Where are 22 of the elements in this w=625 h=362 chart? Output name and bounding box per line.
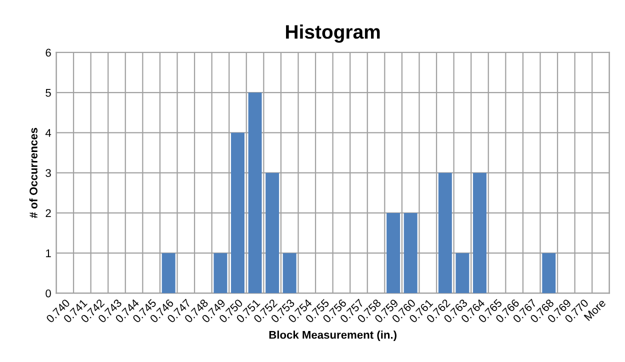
bar xyxy=(282,253,296,294)
bar xyxy=(456,253,470,294)
bar xyxy=(438,172,452,294)
chart-title: Histogram xyxy=(286,24,380,43)
y-axis-title: # of Occurrences xyxy=(29,128,38,218)
bar xyxy=(214,253,228,294)
bar xyxy=(248,92,262,294)
y-tick-label: 1 xyxy=(46,249,51,258)
bar xyxy=(231,132,244,294)
y-tick-label: 5 xyxy=(46,88,51,97)
bar xyxy=(386,212,400,294)
bar xyxy=(266,172,280,294)
bar xyxy=(162,253,176,294)
y-tick-label: 2 xyxy=(46,209,51,218)
bar xyxy=(472,172,486,294)
bar xyxy=(404,212,418,294)
y-tick-label: 4 xyxy=(45,129,52,137)
y-tick-label: 6 xyxy=(46,48,51,57)
bar xyxy=(542,253,556,294)
y-tick-label: 0 xyxy=(46,289,51,298)
x-axis-title: Block Measurement (in.) xyxy=(269,330,396,341)
y-tick-label: 3 xyxy=(46,169,51,177)
